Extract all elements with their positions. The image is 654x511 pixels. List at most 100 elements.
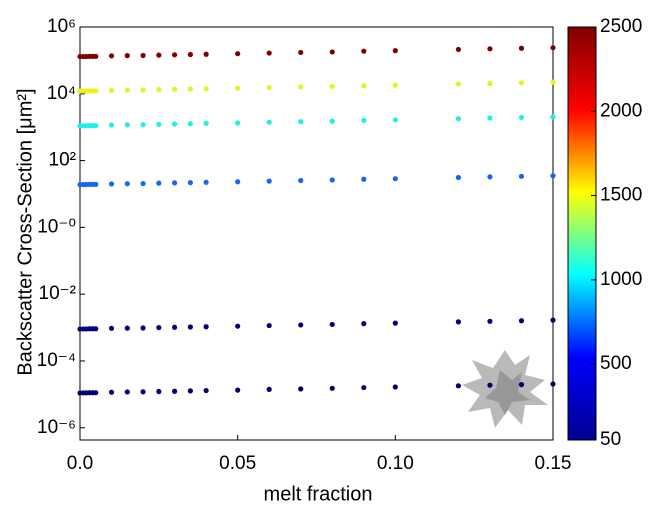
point	[298, 49, 304, 56]
point	[108, 122, 115, 128]
colorbar	[567, 26, 597, 441]
y-axis-label: Backscatter Cross-Section [μm²]	[14, 88, 36, 375]
point	[140, 87, 146, 93]
x-tick-label: 0.05	[219, 453, 256, 474]
point	[140, 52, 146, 59]
point	[93, 390, 99, 396]
x-tick-label: 0.15	[535, 453, 572, 474]
point	[550, 45, 556, 51]
point	[455, 319, 461, 325]
point	[156, 324, 162, 331]
point	[140, 180, 146, 187]
point	[187, 121, 193, 127]
plot-frame	[79, 26, 554, 441]
y-tick-label: 10⁻⁰	[37, 216, 76, 237]
point	[187, 51, 193, 58]
point	[93, 53, 99, 59]
y-tick-label: 10⁻⁶	[37, 417, 76, 438]
point	[329, 321, 335, 328]
point	[187, 388, 193, 394]
x-tick-label: 0.10	[377, 453, 414, 474]
point	[392, 176, 398, 182]
point	[156, 121, 162, 127]
point	[235, 51, 241, 57]
point	[172, 86, 178, 92]
point	[235, 85, 241, 91]
colorbar-tick-label: 2000	[600, 100, 642, 121]
point	[298, 84, 304, 90]
point	[108, 389, 115, 395]
point	[266, 322, 272, 329]
point	[455, 174, 461, 181]
point	[392, 48, 398, 54]
point	[172, 324, 178, 330]
point	[93, 88, 99, 94]
point	[266, 178, 272, 184]
point	[487, 80, 493, 86]
point	[203, 179, 209, 185]
point	[487, 318, 493, 324]
point	[298, 386, 304, 392]
point	[140, 325, 146, 331]
colorbar-tick-label: 500	[600, 353, 632, 374]
point	[487, 115, 493, 121]
colorbar-tick-label: 50	[600, 429, 621, 450]
point	[455, 46, 461, 53]
point	[156, 388, 162, 395]
point	[124, 122, 130, 128]
point	[392, 117, 398, 123]
point	[108, 325, 115, 331]
point	[235, 179, 241, 185]
point	[455, 383, 461, 389]
x-tick-label: 0.0	[67, 453, 93, 474]
point	[156, 52, 162, 58]
y-tick-label: 10²	[49, 150, 76, 171]
point	[518, 173, 525, 179]
point	[187, 324, 193, 330]
point	[124, 181, 130, 187]
point	[518, 382, 525, 388]
point	[298, 177, 304, 184]
point	[329, 118, 335, 124]
colorbar-tick-label: 1000	[600, 269, 642, 290]
point	[203, 324, 209, 330]
point	[329, 385, 335, 391]
point	[124, 325, 130, 331]
point	[298, 322, 304, 328]
point	[361, 384, 367, 391]
point	[487, 46, 493, 52]
point	[392, 384, 398, 390]
point	[487, 174, 493, 180]
y-tick-label: 10⁻⁴	[37, 350, 76, 371]
point	[550, 381, 556, 387]
point	[361, 117, 367, 123]
point	[172, 121, 178, 127]
point	[518, 114, 525, 121]
point	[156, 87, 162, 93]
point	[518, 80, 525, 86]
point	[455, 81, 461, 87]
point	[266, 84, 272, 91]
point	[124, 389, 130, 395]
point	[108, 181, 115, 187]
point	[361, 83, 367, 89]
colorbar-tick-label: 1500	[600, 185, 642, 206]
point	[172, 388, 178, 394]
x-axis-label: melt fraction	[264, 483, 373, 505]
colorbar-tick-label: 2500	[600, 16, 642, 37]
point	[203, 387, 209, 394]
point	[93, 122, 99, 129]
y-tick-label: 10⁴	[47, 83, 76, 104]
point	[361, 48, 367, 54]
point	[455, 116, 461, 122]
point	[550, 79, 556, 85]
point	[187, 180, 193, 186]
point	[203, 86, 209, 92]
point	[550, 317, 556, 323]
point	[266, 50, 272, 56]
point	[235, 323, 241, 329]
point	[361, 321, 367, 327]
point	[487, 382, 493, 388]
y-tick-label: 10⁶	[47, 16, 76, 37]
